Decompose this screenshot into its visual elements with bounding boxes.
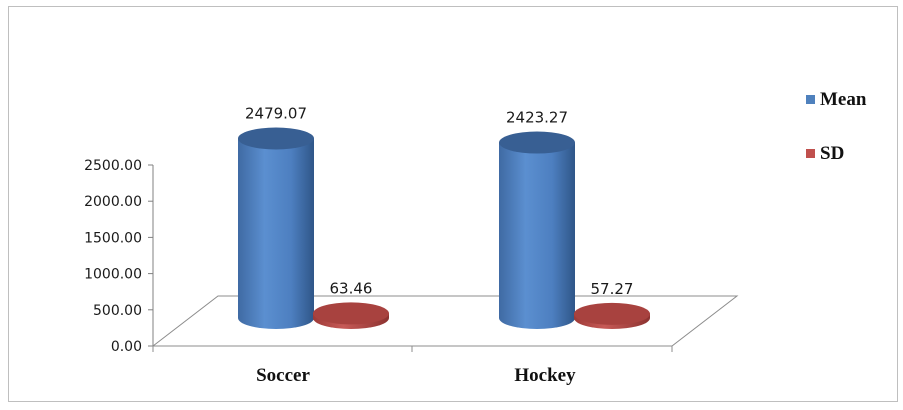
y-tick-label: 1000.00 [84, 267, 142, 283]
legend-swatch-mean [806, 95, 815, 104]
y-tick-label: 2500.00 [84, 158, 142, 174]
category-label-soccer: Soccer [256, 365, 310, 386]
data-label-mean-soccer: 2479.07 [245, 105, 307, 123]
legend-swatch-sd [806, 149, 815, 158]
legend-label-mean: Mean [820, 89, 867, 110]
chart-frame [8, 6, 898, 402]
sd-bar-hockey-top [574, 302, 650, 325]
y-tick-label: 0.00 [111, 339, 142, 355]
category-label-hockey: Hockey [514, 365, 576, 386]
mean-bar-hockey [499, 142, 575, 329]
mean-bar-hockey-top [499, 131, 575, 154]
mean-bar-soccer [238, 138, 314, 329]
y-axis-ticks: 0.00 500.00 1000.00 1500.00 2000.00 2500.00 [84, 158, 153, 355]
bars-group [238, 127, 650, 329]
data-labels-group: 2479.07 63.46 2423.27 57.27 [245, 105, 633, 298]
legend-label-sd: SD [820, 143, 844, 164]
y-tick-label: 2000.00 [84, 194, 142, 210]
data-label-sd-soccer: 63.46 [330, 279, 373, 297]
data-label-mean-hockey: 2423.27 [506, 109, 568, 127]
y-tick-label: 500.00 [93, 303, 142, 319]
y-tick-label: 1500.00 [84, 230, 142, 246]
legend: Mean SD [806, 89, 867, 164]
category-labels-group: Soccer Hockey [256, 365, 576, 386]
data-label-sd-hockey: 57.27 [591, 280, 634, 298]
mean-bar-soccer-top [238, 127, 314, 150]
chart-floor [151, 295, 739, 347]
sd-bar-soccer-top [313, 302, 389, 325]
